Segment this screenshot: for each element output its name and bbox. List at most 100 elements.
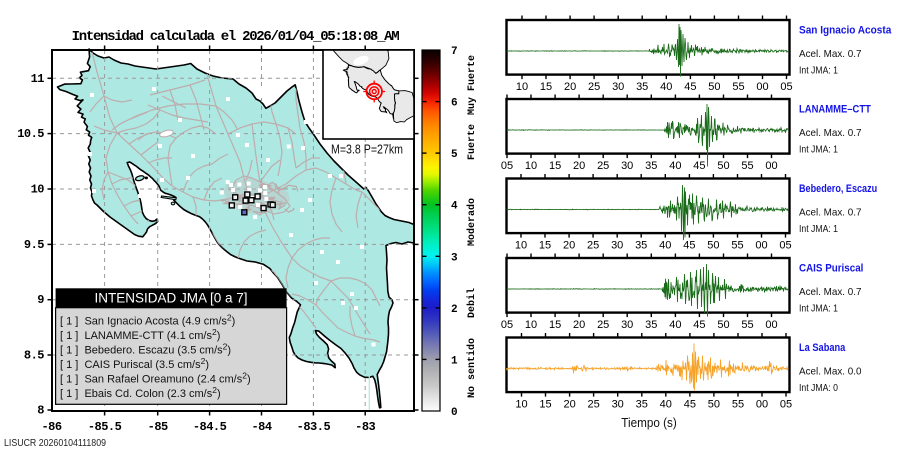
svg-text:55: 55	[732, 81, 744, 93]
svg-text:45: 45	[693, 160, 705, 172]
svg-text:LANAMME–CTT: LANAMME–CTT	[799, 104, 871, 116]
svg-text:Acel. Max. 0.0: Acel. Max. 0.0	[799, 366, 862, 378]
svg-text:25: 25	[597, 319, 609, 331]
svg-text:-85.5: -85.5	[88, 420, 122, 434]
svg-text:05: 05	[779, 240, 791, 252]
svg-text:20: 20	[563, 240, 575, 252]
svg-text:20: 20	[573, 319, 585, 331]
svg-text:-85: -85	[148, 420, 168, 434]
svg-text:45: 45	[684, 399, 696, 411]
svg-text:25: 25	[587, 240, 599, 252]
svg-text:55: 55	[732, 399, 744, 411]
svg-text:25: 25	[597, 160, 609, 172]
svg-text:50: 50	[707, 240, 719, 252]
svg-text:10.5: 10.5	[17, 127, 44, 141]
svg-text:CAIS Puriscal: CAIS Puriscal	[799, 263, 863, 275]
svg-text:7: 7	[451, 46, 458, 58]
svg-text:5: 5	[451, 149, 458, 161]
svg-text:M=3.8 P=27km: M=3.8 P=27km	[331, 143, 403, 157]
svg-text:6: 6	[451, 98, 458, 110]
svg-text:15: 15	[549, 319, 561, 331]
svg-text:25: 25	[588, 81, 600, 93]
svg-text:40: 40	[659, 240, 671, 252]
svg-text:40: 40	[669, 160, 681, 172]
svg-text:9: 9	[37, 293, 44, 307]
svg-text:[ 1 ] Ebais Cd. Colon (2.3 cm: [ 1 ] Ebais Cd. Colon (2.3 cm/s2)	[60, 385, 221, 400]
svg-text:00: 00	[755, 240, 767, 252]
svg-text:-83.5: -83.5	[297, 420, 331, 434]
svg-text:1: 1	[451, 355, 458, 367]
svg-text:Int JMA: 1: Int JMA: 1	[799, 65, 838, 77]
svg-text:15: 15	[539, 399, 551, 411]
svg-text:15: 15	[540, 81, 552, 93]
svg-text:4: 4	[451, 201, 458, 213]
svg-text:Acel. Max. 0.7: Acel. Max. 0.7	[799, 127, 862, 139]
svg-text:-86: -86	[41, 420, 61, 434]
svg-text:35: 35	[636, 399, 648, 411]
svg-text:45: 45	[684, 81, 696, 93]
svg-text:30: 30	[611, 240, 623, 252]
svg-text:30: 30	[621, 319, 633, 331]
svg-text:3: 3	[451, 252, 458, 264]
svg-text:-84.5: -84.5	[193, 420, 227, 434]
svg-text:50: 50	[717, 319, 729, 331]
svg-text:35: 35	[636, 81, 648, 93]
svg-text:[ 1 ] Bebedero. Escazu (3.5 c: [ 1 ] Bebedero. Escazu (3.5 cm/s2)	[60, 342, 231, 357]
svg-text:8.5: 8.5	[24, 349, 44, 363]
svg-text:2: 2	[451, 304, 458, 316]
svg-text:55: 55	[741, 160, 753, 172]
svg-text:10: 10	[515, 399, 527, 411]
svg-text:45: 45	[693, 319, 705, 331]
svg-text:50: 50	[708, 399, 720, 411]
svg-text:[ 1 ] CAIS Puriscal (3.5 cm/s: [ 1 ] CAIS Puriscal (3.5 cm/s2)	[60, 356, 209, 371]
svg-text:LISUCR 20260104111809: LISUCR 20260104111809	[4, 438, 106, 449]
svg-text:Muy Fuerte: Muy Fuerte	[467, 55, 478, 115]
svg-text:Int JMA: 1: Int JMA: 1	[799, 144, 838, 156]
svg-text:05: 05	[501, 160, 513, 172]
svg-text:35: 35	[645, 160, 657, 172]
svg-text:20: 20	[573, 160, 585, 172]
svg-text:45: 45	[683, 240, 695, 252]
svg-text:10: 10	[525, 160, 537, 172]
svg-text:[ 1 ] San Ignacio Acosta (4.9: [ 1 ] San Ignacio Acosta (4.9 cm/s2)	[60, 313, 235, 328]
svg-text:Int JMA: 1: Int JMA: 1	[799, 223, 838, 235]
svg-text:20: 20	[563, 399, 575, 411]
svg-text:Int JMA: 0: Int JMA: 0	[799, 382, 838, 394]
svg-text:Moderado: Moderado	[466, 198, 478, 246]
svg-text:-84: -84	[251, 420, 271, 434]
svg-text:8: 8	[37, 404, 44, 418]
svg-text:15: 15	[549, 160, 561, 172]
svg-text:20: 20	[564, 81, 576, 93]
svg-text:San Ignacio Acosta: San Ignacio Acosta	[799, 25, 892, 37]
svg-text:30: 30	[621, 160, 633, 172]
svg-text:9.5: 9.5	[24, 238, 44, 252]
svg-text:55: 55	[741, 319, 753, 331]
svg-text:Intensidad calculada el 2026/0: Intensidad calculada el 2026/01/04_05:18…	[72, 29, 400, 45]
svg-text:10: 10	[515, 240, 527, 252]
svg-text:15: 15	[539, 240, 551, 252]
svg-text:30: 30	[612, 81, 624, 93]
svg-text:10: 10	[525, 319, 537, 331]
svg-text:10: 10	[31, 183, 45, 197]
svg-text:40: 40	[669, 319, 681, 331]
svg-text:Acel. Max. 0.7: Acel. Max. 0.7	[799, 48, 862, 60]
svg-text:05: 05	[780, 399, 792, 411]
svg-text:Fuerte: Fuerte	[467, 124, 478, 160]
svg-text:05: 05	[501, 319, 513, 331]
svg-text:00: 00	[756, 399, 768, 411]
svg-text:[ 1 ] San Rafael Oreamuno (2.: [ 1 ] San Rafael Oreamuno (2.4 cm/s2)	[60, 371, 251, 386]
svg-text:30: 30	[612, 399, 624, 411]
svg-text:40: 40	[660, 81, 672, 93]
svg-text:11: 11	[31, 72, 45, 86]
svg-text:50: 50	[717, 160, 729, 172]
svg-text:No sentido: No sentido	[466, 338, 478, 398]
svg-text:Acel. Max. 0.7: Acel. Max. 0.7	[799, 286, 862, 298]
svg-text:00: 00	[756, 81, 768, 93]
svg-text:Int JMA: 1: Int JMA: 1	[799, 303, 838, 315]
svg-text:25: 25	[587, 399, 599, 411]
svg-text:40: 40	[660, 399, 672, 411]
svg-text:35: 35	[635, 240, 647, 252]
svg-text:INTENSIDAD JMA [0 a 7]: INTENSIDAD JMA [0 a 7]	[94, 291, 247, 306]
svg-text:35: 35	[645, 319, 657, 331]
svg-text:10: 10	[516, 81, 528, 93]
